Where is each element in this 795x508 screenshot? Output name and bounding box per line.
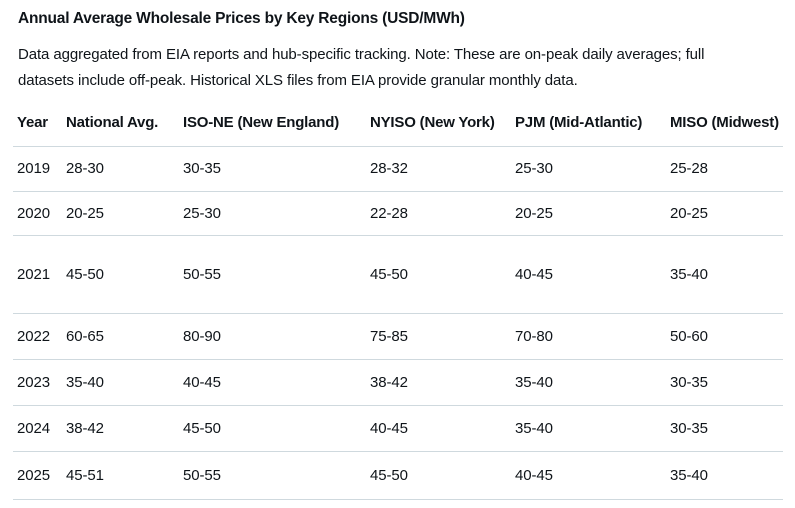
table-cell: 35-40: [666, 451, 783, 500]
description: Data aggregated from EIA reports and hub…: [18, 42, 795, 94]
table-cell: 45-50: [62, 235, 179, 314]
table-cell: 2019: [13, 146, 62, 192]
table-cell: 40-45: [366, 405, 511, 452]
table-cell: 2020: [13, 191, 62, 236]
table-cell: 25-28: [666, 146, 783, 192]
table-cell: 50-55: [179, 451, 366, 500]
column-header-4: PJM (Mid-Atlantic): [511, 100, 666, 147]
table-cell: 25-30: [179, 191, 366, 236]
table-row: 2025 45-51 50-55 45-50 40-45 35-40: [13, 451, 783, 500]
table-cell: 40-45: [511, 235, 666, 314]
table-row: 2020 20-25 25-30 22-28 20-25 20-25: [13, 191, 783, 236]
table-cell: 38-42: [366, 359, 511, 406]
table-cell: 22-28: [366, 191, 511, 236]
table-cell: 35-40: [511, 359, 666, 406]
table-cell: 20-25: [511, 191, 666, 236]
table-cell: 70-80: [511, 313, 666, 360]
column-header-1: National Avg.: [62, 100, 179, 147]
table-row: 2021 45-50 50-55 45-50 40-45 35-40: [13, 235, 783, 314]
table-cell: 45-50: [179, 405, 366, 452]
price-table: Year National Avg. ISO-NE (New England) NYI…: [13, 100, 783, 500]
table-cell: 28-32: [366, 146, 511, 192]
table-cell: 35-40: [666, 235, 783, 314]
table-cell: 2022: [13, 313, 62, 360]
description-line: Data aggregated from EIA reports and hub…: [18, 46, 705, 63]
column-header-3: NYISO (New York): [366, 100, 511, 147]
table-cell: 80-90: [179, 313, 366, 360]
table-cell: 50-55: [179, 235, 366, 314]
table-cell: 60-65: [62, 313, 179, 360]
page-title: Annual Average Wholesale Prices by Key R…: [18, 10, 465, 27]
table-cell: 35-40: [62, 359, 179, 406]
table-row: 2024 38-42 45-50 40-45 35-40 30-35: [13, 405, 783, 452]
table-cell: 25-30: [511, 146, 666, 192]
table-cell: 28-30: [62, 146, 179, 192]
column-header-0: Year: [13, 100, 62, 147]
table-body: 2019 28-30 30-35 28-32 25-30 25-28 2020 20-25 25…: [13, 146, 783, 500]
table-cell: 38-42: [62, 405, 179, 452]
table-cell: 30-35: [666, 405, 783, 452]
table-row: 2019 28-30 30-35 28-32 25-30 25-28: [13, 146, 783, 192]
table-cell: 30-35: [666, 359, 783, 406]
table-cell: 30-35: [179, 146, 366, 192]
table-cell: 40-45: [511, 451, 666, 500]
table-cell: 2021: [13, 235, 62, 314]
table-cell: 2023: [13, 359, 62, 406]
column-header-5: MISO (Midwest): [666, 100, 783, 147]
description-line: datasets include off-peak. Historical XL…: [18, 72, 578, 89]
table-cell: 2025: [13, 451, 62, 500]
table-cell: 45-50: [366, 235, 511, 314]
table-cell: 20-25: [666, 191, 783, 236]
table-cell: 45-51: [62, 451, 179, 500]
table-cell: 45-50: [366, 451, 511, 500]
table-cell: 2024: [13, 405, 62, 452]
table-row: 2022 60-65 80-90 75-85 70-80 50-60: [13, 313, 783, 360]
table-cell: 50-60: [666, 313, 783, 360]
table-cell: 75-85: [366, 313, 511, 360]
table-header-row: Year National Avg. ISO-NE (New England) NYI…: [13, 100, 783, 147]
table-row: 2023 35-40 40-45 38-42 35-40 30-35: [13, 359, 783, 406]
column-header-2: ISO-NE (New England): [179, 100, 366, 147]
table-cell: 40-45: [179, 359, 366, 406]
table-cell: 35-40: [511, 405, 666, 452]
table-cell: 20-25: [62, 191, 179, 236]
